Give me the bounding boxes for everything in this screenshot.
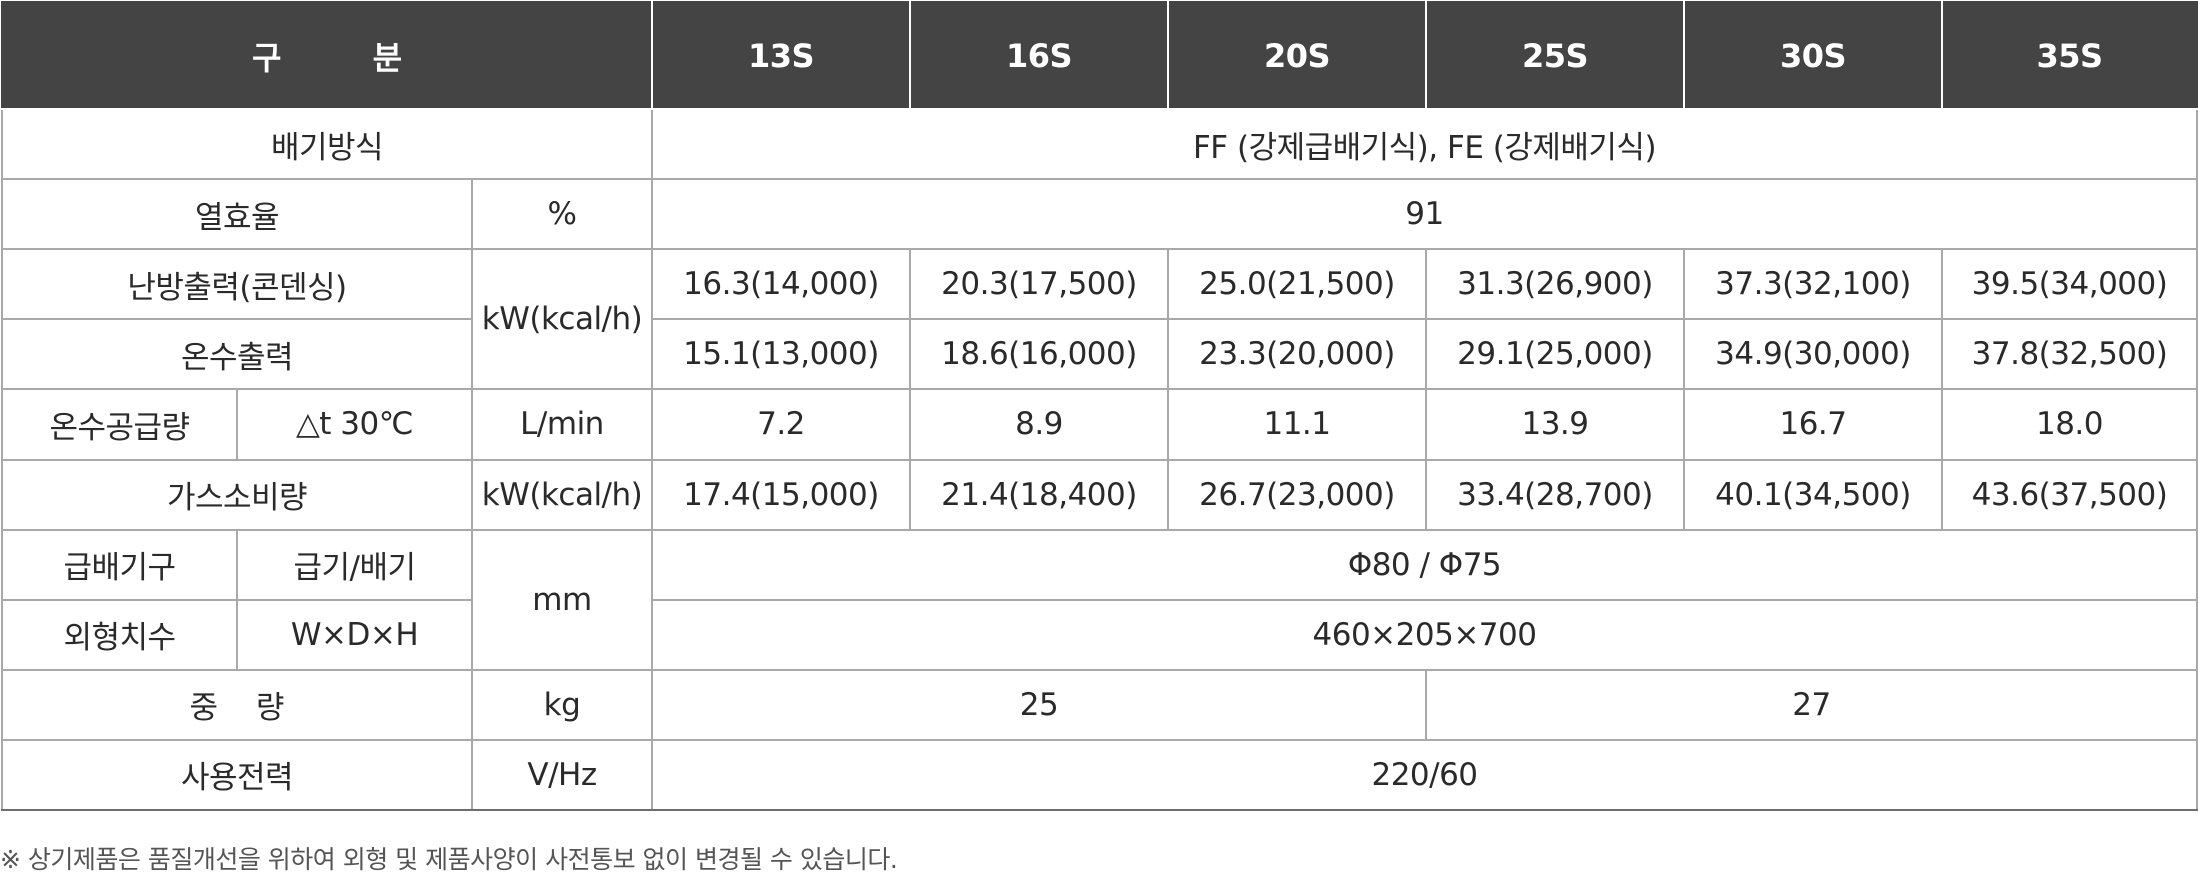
weight-value-a: 25 [651,668,1427,741]
table-cell: 37.3(32,100) [1683,248,1943,321]
power-label: 사용전력 [1,738,473,812]
pipe-row: 급배기구 급기/배기 mm Φ80 / Φ75 [1,528,2198,671]
supply-unit: L/min [471,388,653,461]
header-row: 구 분 13S 16S 20S 25S 30S 35S [1,0,2198,111]
footnote: ※ 상기제품은 품질개선을 위하여 외형 및 제품사양이 사전통보 없이 변경될… [0,845,898,874]
model-13s: 13S [651,0,911,111]
header-category: 구 분 [1,0,653,111]
heating-label: 난방출력(콘덴싱) [1,248,473,321]
table-cell: 17.4(15,000) [651,458,911,531]
weight-row: 중 량 kg 25 27 [1,668,2198,741]
table-cell: 23.3(20,000) [1167,318,1427,391]
heating-row: 난방출력(콘덴싱) kW(kcal/h) 16.3(14,000) 20.3(1… [1,248,2198,391]
table-cell: 26.7(23,000) [1167,458,1427,531]
dims-value: 460×205×700 [651,598,2198,671]
supply-row: 온수공급량 △t 30℃ L/min 7.2 8.9 11.1 13.9 16.… [1,388,2198,461]
efficiency-label: 열효율 [1,178,473,251]
pipe-label: 급기/배기 [236,528,473,601]
gas-row: 가스소비량 kW(kcal/h) 17.4(15,000) 21.4(18,40… [1,458,2198,531]
power-unit: V/Hz [471,738,653,812]
mm-unit: mm [471,528,653,671]
table-cell: 29.1(25,000) [1425,318,1685,391]
dims-label: W×D×H [236,598,473,671]
dims-group-label: 외형치수 [1,598,238,671]
exhaust-row: 배기방식 FF (강제급배기식), FE (강제배기식) [1,108,2198,181]
power-value: 220/60 [651,738,2198,812]
table-cell: 13.9 [1425,388,1685,461]
supply-label: 온수공급량 [1,388,238,461]
table-cell: 7.2 [651,388,911,461]
table-cell: 18.0 [1941,388,2198,461]
dims-row: 외형치수 W×D×H 460×205×700 [1,598,2198,671]
table-cell: 31.3(26,900) [1425,248,1685,321]
gas-unit: kW(kcal/h) [471,458,653,531]
hotwater-row: 온수출력 15.1(13,000) 18.6(16,000) 23.3(20,0… [1,318,2198,391]
table-cell: 39.5(34,000) [1941,248,2198,321]
efficiency-value: 91 [651,178,2198,251]
table-cell: 40.1(34,500) [1683,458,1943,531]
exhaust-label: 배기방식 [1,108,653,181]
efficiency-unit: % [471,178,653,251]
weight-unit: kg [471,668,653,741]
table-cell: 34.9(30,000) [1683,318,1943,391]
model-16s: 16S [909,0,1169,111]
table-cell: 21.4(18,400) [909,458,1169,531]
table-cell: 15.1(13,000) [651,318,911,391]
gas-label: 가스소비량 [1,458,473,531]
pipe-value: Φ80 / Φ75 [651,528,2198,601]
table-cell: 18.6(16,000) [909,318,1169,391]
table-cell: 16.3(14,000) [651,248,911,321]
table-cell: 16.7 [1683,388,1943,461]
table-cell: 33.4(28,700) [1425,458,1685,531]
model-20s: 20S [1167,0,1427,111]
model-35s: 35S [1941,0,2198,111]
spec-table: 구 분 13S 16S 20S 25S 30S 35S 배기방식 FF (강제급… [1,0,2198,812]
efficiency-row: 열효율 % 91 [1,178,2198,251]
table-cell: 37.8(32,500) [1941,318,2198,391]
model-25s: 25S [1425,0,1685,111]
supply-condition: △t 30℃ [236,388,473,461]
table-cell: 43.6(37,500) [1941,458,2198,531]
weight-value-b: 27 [1425,668,2198,741]
exhaust-value: FF (강제급배기식), FE (강제배기식) [651,108,2198,181]
pipe-group-label: 급배기구 [1,528,238,601]
power-row: 사용전력 V/Hz 220/60 [1,738,2198,812]
table-cell: 25.0(21,500) [1167,248,1427,321]
table-cell: 11.1 [1167,388,1427,461]
weight-label: 중 량 [1,668,473,741]
table-cell: 8.9 [909,388,1169,461]
output-unit: kW(kcal/h) [471,248,653,391]
model-30s: 30S [1683,0,1943,111]
hotwater-label: 온수출력 [1,318,473,391]
table-cell: 20.3(17,500) [909,248,1169,321]
